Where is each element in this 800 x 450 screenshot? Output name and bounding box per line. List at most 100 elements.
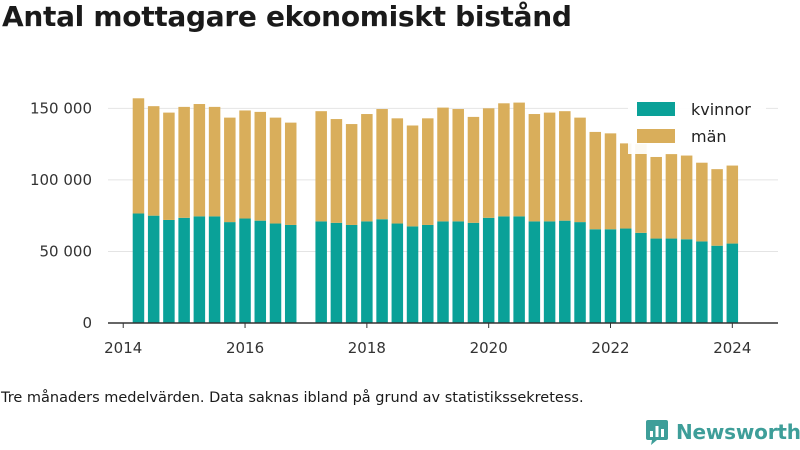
legend-label: män [691,127,727,146]
bar-man [193,104,206,217]
bar-kvinnor [163,219,175,323]
legend: kvinnor män [628,96,766,154]
bar-man [163,112,175,220]
legend-label: kvinnor [691,100,751,119]
bar-man [619,143,632,229]
bar-chart: 0 50 000 100 000 150 000 2014 2016 2018 2020 202… [29,96,778,357]
chart-caption: Tre månaders medelvärden. Data saknas ib… [1,390,584,406]
newsworthy-logo: Newsworthy [645,418,800,446]
bar-man [635,144,647,233]
bar-kvinnor [604,229,617,323]
bar-kvinnor [132,213,145,323]
bar-kvinnor [467,222,480,323]
bar-man [330,119,343,223]
bar-man [604,133,617,230]
bar-kvinnor [193,216,206,323]
bar-kvinnor [345,224,358,323]
bar-man [224,117,236,223]
bar-kvinnor [726,243,739,323]
bar-man [482,108,495,218]
bar-kvinnor [284,224,297,323]
bar-kvinnor [406,226,419,323]
bar-man [132,98,145,214]
bar-kvinnor [696,241,708,323]
x-tick-label: 2016 [226,339,264,357]
speech-bubble-chart-icon [646,420,668,445]
y-tick-label: 100 000 [30,171,92,189]
legend-swatch [637,102,675,116]
bar-man [498,103,510,217]
bar-man [208,106,221,217]
bar-kvinnor [650,238,662,323]
bar-man [406,125,419,227]
x-tick-label: 2014 [104,339,142,357]
bar-man [650,156,662,239]
bar-kvinnor [239,218,251,323]
bar-man [726,165,739,244]
bar-kvinnor [635,232,647,323]
bar-kvinnor [589,229,602,323]
bar-man [147,106,160,216]
bar-kvinnor [437,221,449,323]
bar-man [361,114,373,222]
bars [132,98,739,323]
brand-name: Newsworthy [676,420,800,444]
bar-man [711,169,723,246]
bar-kvinnor [224,222,236,323]
bar-man [574,117,586,223]
bar-man [467,116,480,223]
bar-kvinnor [498,216,510,323]
axes: 0 50 000 100 000 150 000 2014 2016 2018 2020 202… [30,99,778,357]
bar-man [452,109,464,222]
bar-kvinnor [330,222,343,323]
bar-kvinnor [482,217,495,323]
bar-man [696,162,708,242]
bar-man [269,117,282,224]
x-tick-label: 2018 [348,339,386,357]
bar-kvinnor [254,220,267,323]
bar-kvinnor [665,238,678,323]
bar-kvinnor [619,228,632,323]
bar-man [422,118,434,225]
bar-man [178,106,190,218]
bar-man [513,102,525,217]
bar-kvinnor [208,216,221,323]
bar-kvinnor [543,221,556,323]
y-tick-label: 0 [82,314,92,332]
bar-kvinnor [147,215,160,323]
bar-kvinnor [452,221,464,323]
bar-man [239,110,251,219]
bar-man [376,109,388,220]
bar-kvinnor [422,224,434,323]
x-tick-label: 2022 [591,339,629,357]
bar-man [665,154,678,239]
bar-kvinnor [528,221,541,323]
bar-man [528,114,541,222]
bar-kvinnor [559,220,571,323]
bar-man [543,112,556,222]
bar-man [345,124,358,225]
y-tick-label: 150 000 [30,99,92,117]
x-tick-label: 2020 [470,339,508,357]
bar-man [315,111,327,222]
page-title: Antal mottagare ekonomiskt bistånd [2,0,572,33]
bar-kvinnor [513,216,525,323]
y-tick-label: 50 000 [40,242,93,260]
bar-man [391,118,404,224]
bar-man [437,107,449,222]
bar-kvinnor [574,222,586,323]
bar-kvinnor [680,239,693,323]
bar-man [284,122,297,225]
bar-kvinnor [711,245,723,323]
bar-kvinnor [269,223,282,323]
bar-kvinnor [391,223,404,323]
bar-kvinnor [376,219,388,323]
x-tick-label: 2024 [713,339,751,357]
bar-man [559,111,571,221]
bar-kvinnor [315,221,327,323]
bar-man [254,111,267,221]
bar-kvinnor [361,221,373,323]
bar-kvinnor [178,217,190,323]
bar-man [680,155,693,240]
legend-swatch [637,129,675,143]
